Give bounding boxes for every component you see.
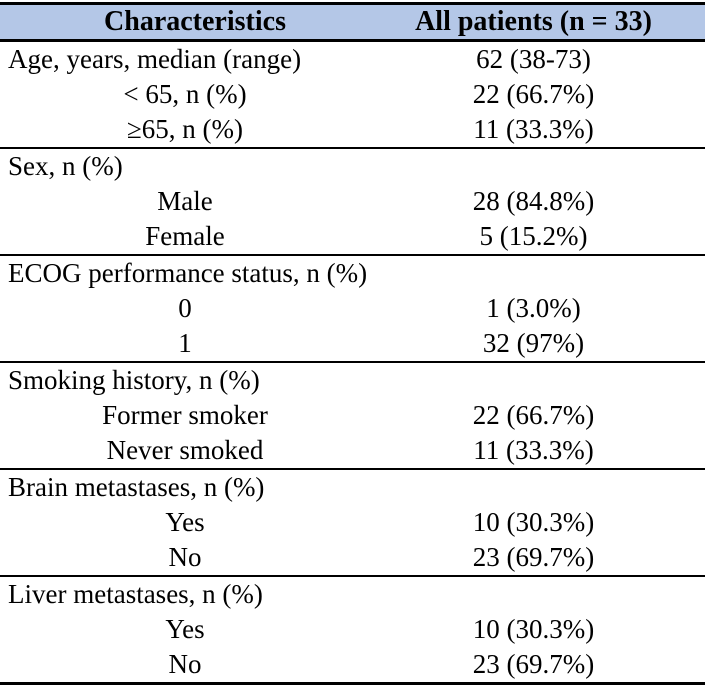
row-value: 62 (38-73) (476, 44, 591, 74)
table-row: Yes 10 (30.3%) (0, 612, 705, 647)
patient-characteristics-table: Characteristics All patients (n = 33) Ag… (0, 2, 705, 685)
table-row: < 65, n (%) 22 (66.7%) (0, 77, 705, 112)
row-label: Never smoked (0, 433, 390, 470)
table-row: Liver metastases, n (%) (0, 576, 705, 612)
row-value: 11 (33.3%) (390, 112, 705, 149)
row-label: Yes (165, 507, 205, 537)
table-row: 0 1 (3.0%) (0, 291, 705, 326)
row-label: < 65, n (%) (123, 79, 247, 109)
row-value: 28 (84.8%) (472, 186, 595, 216)
row-label: ECOG performance status, n (%) (8, 258, 368, 288)
table-row: Age, years, median (range) 62 (38-73) (0, 41, 705, 78)
row-label: Smoking history, n (%) (8, 365, 260, 395)
row-value: 11 (33.3%) (390, 433, 705, 470)
header-characteristics: Characteristics (0, 2, 390, 42)
row-label: 0 (178, 293, 192, 323)
table-row: Never smoked 11 (33.3%) (0, 433, 705, 470)
table-row: Brain metastases, n (%) (0, 469, 705, 505)
header-all-patients: All patients (n = 33) (390, 2, 705, 42)
row-value: 22 (66.7%) (472, 79, 595, 109)
table-row: ECOG performance status, n (%) (0, 255, 705, 291)
table-row: Female 5 (15.2%) (0, 219, 705, 256)
table-header-row: Characteristics All patients (n = 33) (0, 2, 705, 42)
row-label: Sex, n (%) (8, 151, 123, 181)
row-label: Brain metastases, n (%) (8, 472, 265, 502)
table-row: Male 28 (84.8%) (0, 184, 705, 219)
row-value: 22 (66.7%) (472, 400, 595, 430)
table-row: ≥65, n (%) 11 (33.3%) (0, 112, 705, 149)
row-value: 10 (30.3%) (472, 614, 595, 644)
row-label: Yes (165, 614, 205, 644)
table-header: Characteristics All patients (n = 33) (0, 2, 705, 42)
table-row: Sex, n (%) (0, 148, 705, 184)
row-label: ≥65, n (%) (0, 112, 390, 149)
row-label: No (0, 540, 390, 577)
row-value: 1 (3.0%) (486, 293, 581, 323)
row-value: 10 (30.3%) (472, 507, 595, 537)
table-body: Age, years, median (range) 62 (38-73) < 65… (0, 41, 705, 685)
table-row: Former smoker 22 (66.7%) (0, 398, 705, 433)
row-label: Male (157, 186, 213, 216)
row-label: Former smoker (102, 400, 268, 430)
table-row: 1 32 (97%) (0, 326, 705, 363)
table-row: Smoking history, n (%) (0, 362, 705, 398)
table-row: Yes 10 (30.3%) (0, 505, 705, 540)
row-label: Liver metastases, n (%) (8, 579, 263, 609)
row-value: 23 (69.7%) (390, 540, 705, 577)
table-row: No 23 (69.7%) (0, 540, 705, 577)
row-value: 5 (15.2%) (390, 219, 705, 256)
table-row: No 23 (69.7%) (0, 647, 705, 685)
row-label: 1 (0, 326, 390, 363)
row-label: Age, years, median (range) (8, 44, 302, 74)
row-label: Female (0, 219, 390, 256)
row-value: 23 (69.7%) (390, 647, 705, 685)
row-label: No (0, 647, 390, 685)
row-value: 32 (97%) (390, 326, 705, 363)
